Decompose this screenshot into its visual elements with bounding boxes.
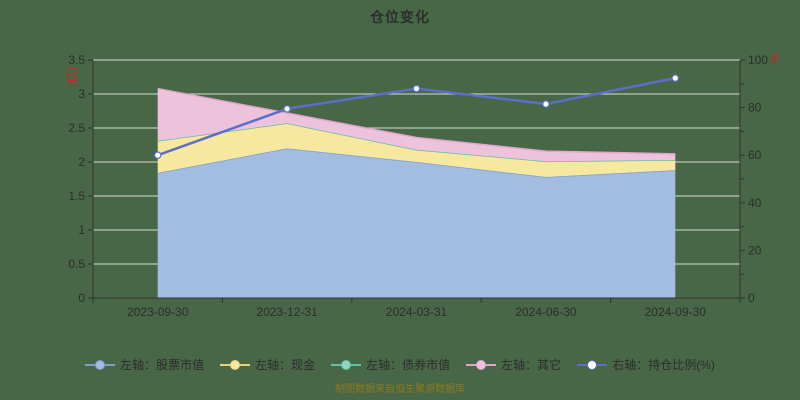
stacked-area-top-edge bbox=[157, 87, 676, 155]
x-axis-category-label: 2024-06-30 bbox=[515, 305, 577, 319]
left-axis-tick-label: 1 bbox=[78, 223, 85, 237]
data-point-marker bbox=[671, 74, 680, 82]
stacked-area-series-4 bbox=[157, 88, 676, 162]
left-axis-tick-label: 0.5 bbox=[68, 257, 85, 271]
legend-item-2[interactable]: 左轴：现金 bbox=[220, 356, 315, 373]
data-point-marker bbox=[283, 104, 291, 113]
legend-marker-icon bbox=[577, 359, 608, 370]
left-axis-tick-label: 3.5 bbox=[68, 53, 85, 67]
right-axis-tick-label: 80 bbox=[748, 101, 762, 115]
legend-item-5[interactable]: 右轴：持仓比例(%) bbox=[577, 356, 715, 373]
legend: 左轴：股票市值 左轴：现金 左轴：债券市值 左轴：其它 右轴：持仓比例(%) bbox=[0, 356, 800, 373]
legend-label: 左轴：股票市值 bbox=[120, 358, 205, 372]
legend-label: 左轴：其它 bbox=[501, 358, 562, 372]
right-axis-tick-label: 20 bbox=[748, 243, 762, 257]
left-axis-tick-label: 2 bbox=[78, 155, 85, 169]
watermark: 制图数据来自恒生聚源数据库 bbox=[335, 384, 465, 395]
right-axis-tick-label: 100 bbox=[748, 53, 768, 67]
legend-item-4[interactable]: 左轴：其它 bbox=[466, 356, 561, 373]
legend-marker-icon bbox=[85, 359, 116, 370]
left-axis-unit-label: (亿) bbox=[64, 67, 79, 87]
x-axis-category-label: 2023-12-31 bbox=[256, 305, 318, 319]
data-point-marker bbox=[153, 151, 162, 160]
right-axis-unit-label: % bbox=[768, 52, 782, 63]
legend-label: 左轴：债券市值 bbox=[366, 358, 451, 372]
chart-title: 仓位变化 bbox=[370, 9, 430, 25]
data-point-marker bbox=[542, 100, 550, 108]
left-axis-tick-label: 1.5 bbox=[68, 189, 85, 203]
x-axis-category-label: 2024-03-31 bbox=[386, 305, 448, 319]
left-axis-tick-label: 0 bbox=[78, 291, 85, 305]
right-axis-tick-label: 40 bbox=[748, 196, 762, 210]
data-point-marker bbox=[412, 84, 421, 93]
legend-item-1[interactable]: 左轴：股票市值 bbox=[85, 356, 204, 373]
stacked-area-series-1 bbox=[157, 148, 676, 298]
legend-marker-icon bbox=[331, 359, 362, 370]
x-axis-category-label: 2023-09-30 bbox=[127, 305, 189, 319]
legend-marker-icon bbox=[220, 359, 251, 370]
right-axis-tick-label: 0 bbox=[748, 291, 755, 305]
legend-label: 右轴：持仓比例(%) bbox=[612, 358, 715, 372]
legend-label: 左轴：现金 bbox=[255, 358, 316, 372]
right-axis-tick-label: 60 bbox=[748, 148, 762, 162]
x-axis-category-label: 2024-09-30 bbox=[645, 305, 707, 319]
legend-marker-icon bbox=[466, 359, 497, 370]
left-axis-tick-label: 2.5 bbox=[68, 121, 85, 135]
legend-item-3[interactable]: 左轴：债券市值 bbox=[331, 356, 450, 373]
left-axis-tick-label: 3 bbox=[78, 87, 85, 101]
